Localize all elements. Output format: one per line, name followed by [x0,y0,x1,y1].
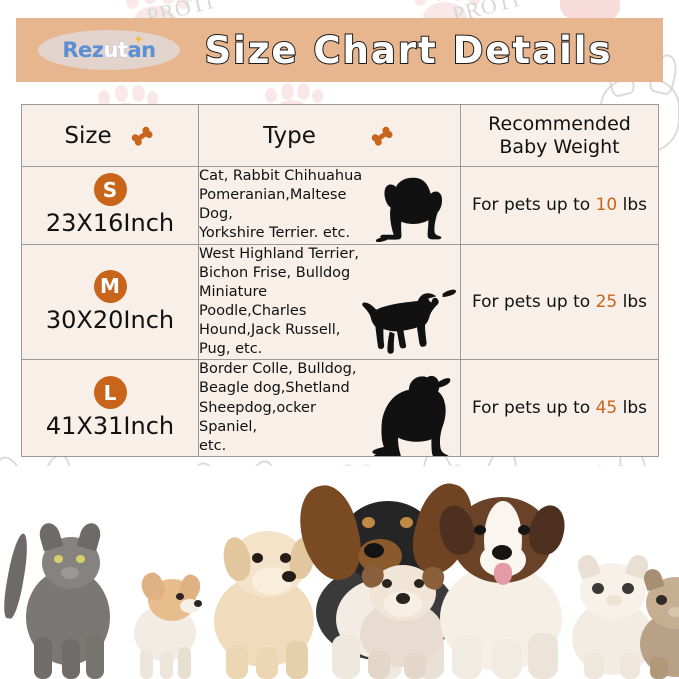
weight-prefix: For pets up to [471,195,596,216]
size-chart-table: Size [21,104,659,459]
bone-icon [128,122,156,150]
type-cell-m: West Highland Terrier, Bichon Frise, Bul… [198,243,461,361]
header-size-label: Size [64,122,112,149]
type-breed-list: Cat, Rabbit Chihuahua Pomeranian,Maltese… [199,168,363,242]
small-sitting-dog-silhouette-icon [374,170,452,244]
brown-persian-kitten [630,566,679,679]
standing-labrador-silhouette-icon [352,285,458,357]
table-header-row: Size [21,104,659,167]
table-row: M 30X20Inch West Highland Terrier, Bicho… [21,243,659,361]
header-type: Type [198,104,461,167]
weight-value: 10 [595,195,618,216]
saint-bernard-puppy [422,489,580,679]
header-weight-line1: Recommended [488,112,631,135]
grey-kitten [0,511,130,679]
brand-logo: Rezutan ✦ [38,30,180,70]
header-weight-line2: Baby Weight [499,135,620,158]
type-breed-list: West Highland Terrier, Bichon Frise, Bul… [199,245,360,358]
labrador-puppy [196,513,326,679]
type-breed-list: Border Colle, Bulldog, Beagle dog,Shetla… [199,361,357,454]
weight-value: 45 [595,398,618,419]
weight-prefix: For pets up to [471,291,596,312]
bone-icon [368,122,396,150]
weight-suffix: lbs [617,291,647,312]
header-type-label: Type [263,122,316,149]
group-of-pets-photo [0,466,679,679]
weight-cell-s: For pets up to 10 lbs [460,166,659,245]
size-dimensions: 41X31Inch [45,412,175,441]
table-row: L 41X31Inch Border Colle, Bulldog, Beagl… [21,359,659,459]
size-dimensions: 30X20Inch [45,305,175,334]
type-cell-s: Cat, Rabbit Chihuahua Pomeranian,Maltese… [198,166,461,245]
sitting-spaniel-silhouette-icon [362,372,454,459]
chihuahua-puppy [118,561,210,679]
header-weight: Recommended Baby Weight [460,104,659,167]
size-cell-l: L 41X31Inch [21,359,199,457]
weight-suffix: lbs [617,398,647,419]
header-banner: Rezutan ✦ Size Chart Details [16,18,663,82]
logo-part-1: Rez [62,38,104,62]
size-badge: L [93,376,127,410]
weight-value: 25 [595,291,618,312]
size-badge: M [93,269,127,303]
logo-text: Rezutan [62,38,157,62]
logo-oval-backdrop [38,30,180,70]
weight-prefix: For pets up to [471,398,596,419]
logo-part-3: an [127,38,157,62]
weight-cell-l: For pets up to 45 lbs [460,359,659,457]
weight-suffix: lbs [617,195,647,216]
dog-silhouette-watermark [560,0,620,22]
header-size: Size [21,104,199,167]
table-row: S 23X16Inch Cat, Rabbit Chihuahua Pomera… [21,166,659,245]
star-icon: ✦ [133,32,144,47]
size-badge: S [93,173,127,207]
weight-cell-m: For pets up to 25 lbs [460,243,659,361]
logo-part-2: ut [103,38,129,62]
page-title: Size Chart Details [204,28,613,73]
type-cell-l: Border Colle, Bulldog, Beagle dog,Shetla… [198,359,461,459]
size-cell-m: M 30X20Inch [21,243,199,361]
size-dimensions: 23X16Inch [45,209,175,238]
size-cell-s: S 23X16Inch [21,166,199,245]
english-bulldog-puppy [346,555,458,679]
